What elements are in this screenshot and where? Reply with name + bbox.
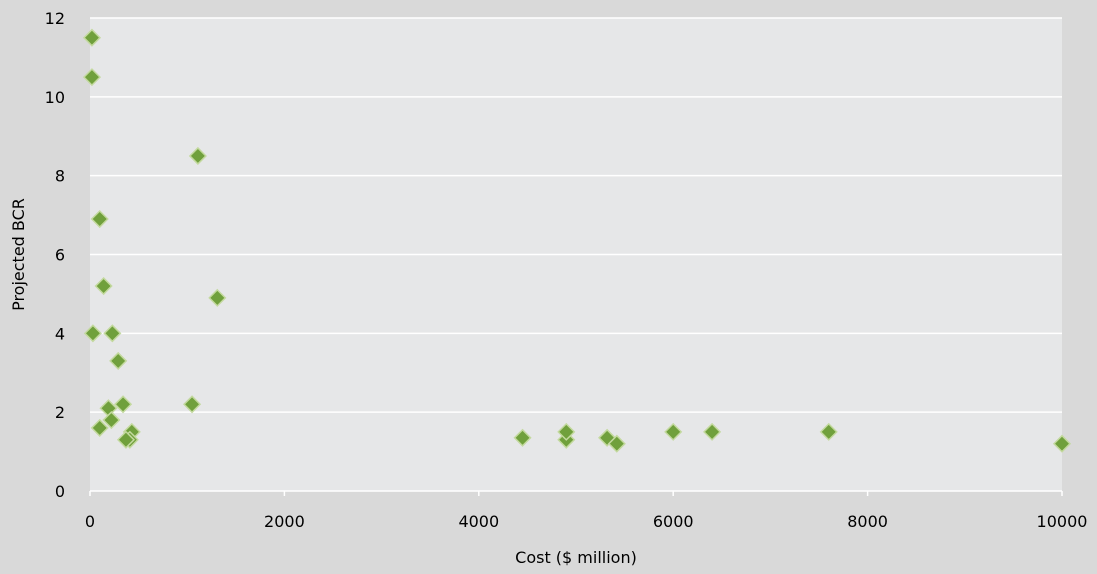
y-tick-label: 8 [55,167,65,186]
data-point [208,288,227,307]
data-point [703,422,722,441]
data-points [82,28,1072,453]
data-point [819,422,838,441]
data-point [83,324,102,343]
data-point [664,422,683,441]
grid-lines [90,17,1062,492]
x-tick-label: 0 [85,512,95,531]
y-tick-label: 10 [45,88,65,107]
data-point [598,428,617,447]
data-point [1052,434,1072,453]
data-point [557,422,576,441]
data-point [103,324,122,343]
y-tick-label: 0 [55,482,65,501]
data-point [90,418,109,437]
x-axis-ticks: 0 2000 4000 6000 8000 10000 [85,491,1088,531]
x-tick-label: 6000 [653,512,694,531]
data-point [94,276,113,296]
data-point [82,68,102,87]
data-point [182,395,202,414]
y-axis-title: Projected BCR [9,198,28,311]
x-tick-label: 10000 [1037,512,1088,531]
data-point [90,209,109,229]
data-point [109,351,128,370]
x-tick-label: 2000 [264,512,305,531]
y-tick-label: 6 [55,246,65,265]
x-tick-label: 8000 [847,512,888,531]
data-point [513,428,532,447]
x-tick-label: 4000 [458,512,499,531]
y-axis-ticks: 0 2 4 6 8 10 12 [45,9,65,501]
y-tick-label: 4 [55,324,65,343]
y-tick-label: 12 [45,9,65,28]
x-axis-title: Cost ($ million) [515,548,637,567]
data-point [82,28,102,47]
data-point [116,430,136,449]
data-point [188,146,207,166]
data-point [102,410,121,430]
y-tick-label: 2 [55,403,65,422]
data-point [113,395,133,414]
data-point [607,434,626,453]
